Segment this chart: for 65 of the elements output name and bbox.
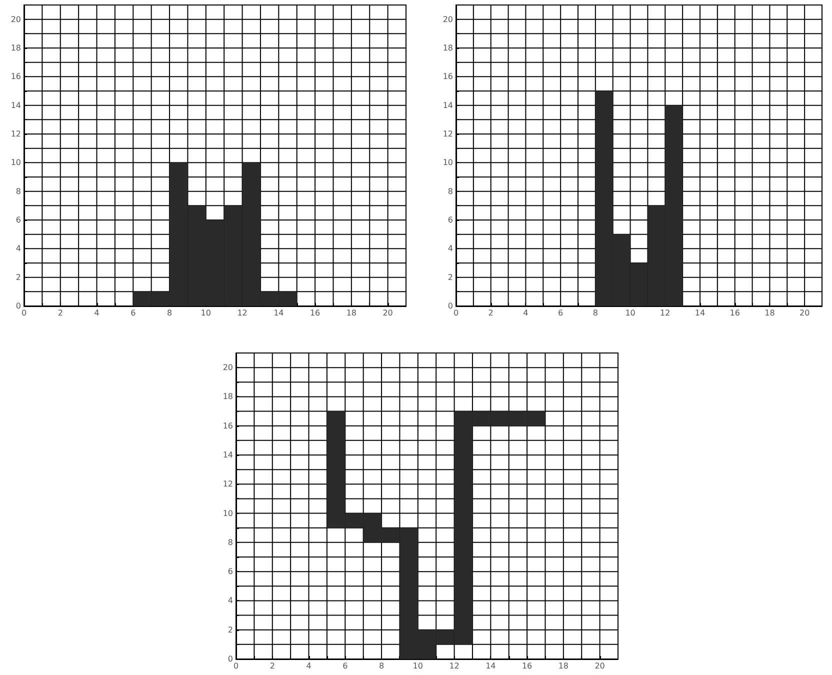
y-tick-label: 18 bbox=[10, 44, 21, 52]
y-tick-label: 0 bbox=[448, 302, 453, 310]
y-tick-label: 18 bbox=[222, 392, 233, 402]
x-tick-label: 4 bbox=[94, 308, 100, 318]
x-tick-label: 14 bbox=[274, 308, 284, 318]
y-tick-label: 20 bbox=[222, 363, 233, 372]
y-tick-label: 10 bbox=[442, 158, 453, 168]
x-tick-label: 20 bbox=[382, 308, 393, 318]
x-tick-label: 14 bbox=[486, 662, 496, 670]
y-tick-label: 20 bbox=[442, 14, 453, 24]
y-tick-label: 0 bbox=[16, 302, 21, 310]
y-tick-label: 18 bbox=[442, 44, 453, 52]
x-tick-label: 10 bbox=[625, 308, 636, 318]
y-tick-label: 8 bbox=[228, 538, 233, 547]
y-tick-label: 6 bbox=[16, 216, 21, 224]
x-tick-label: 4 bbox=[306, 662, 312, 670]
x-tick-label: 2 bbox=[270, 662, 275, 670]
y-tick-label: 14 bbox=[222, 450, 233, 460]
x-tick-label: 6 bbox=[342, 662, 348, 670]
y-tick-label: 14 bbox=[442, 100, 453, 110]
x-tick-label: 8 bbox=[378, 662, 384, 670]
y-tick-label: 6 bbox=[448, 216, 453, 224]
y-tick-label: 12 bbox=[10, 130, 21, 138]
y-tick-label: 8 bbox=[16, 186, 21, 196]
x-tick-label: 18 bbox=[558, 662, 569, 670]
y-tick-label: 2 bbox=[16, 272, 21, 282]
y-tick-label: 14 bbox=[10, 100, 21, 110]
x-tick-label: 16 bbox=[310, 308, 320, 318]
x-tick-label: 0 bbox=[453, 308, 459, 318]
x-tick-label: 18 bbox=[346, 308, 357, 318]
y-tick-label: 8 bbox=[448, 186, 453, 196]
x-tick-label: 2 bbox=[58, 308, 63, 318]
y-tick-label: 16 bbox=[222, 421, 233, 430]
y-tick-label: 2 bbox=[448, 272, 453, 282]
x-tick-label: 18 bbox=[764, 308, 775, 318]
x-tick-label: 0 bbox=[233, 662, 239, 670]
x-tick-label: 16 bbox=[730, 308, 740, 318]
y-tick-label: 0 bbox=[228, 654, 233, 664]
x-tick-label: 2 bbox=[488, 308, 494, 318]
y-tick-label: 10 bbox=[10, 158, 21, 168]
x-tick-label: 8 bbox=[166, 308, 172, 318]
x-tick-label: 6 bbox=[558, 308, 564, 318]
y-tick-label: 12 bbox=[222, 480, 233, 489]
x-tick-label: 12 bbox=[237, 308, 248, 318]
x-tick-label: 10 bbox=[200, 308, 211, 318]
y-tick-label: 4 bbox=[228, 596, 233, 606]
x-tick-label: 14 bbox=[694, 308, 706, 318]
x-tick-label: 20 bbox=[799, 308, 810, 318]
x-tick-label: 16 bbox=[522, 662, 532, 670]
x-tick-label: 0 bbox=[21, 308, 27, 318]
y-tick-label: 2 bbox=[228, 625, 233, 634]
y-tick-label: 4 bbox=[448, 244, 453, 254]
x-tick-label: 8 bbox=[592, 308, 598, 318]
y-tick-label: 6 bbox=[228, 567, 233, 576]
y-tick-label: 16 bbox=[442, 72, 453, 82]
y-tick-label: 12 bbox=[442, 130, 453, 138]
x-tick-label: 4 bbox=[523, 308, 528, 318]
y-tick-label: 20 bbox=[10, 14, 21, 24]
x-tick-label: 12 bbox=[660, 308, 670, 318]
x-tick-label: 10 bbox=[412, 662, 423, 670]
y-tick-label: 16 bbox=[10, 72, 21, 82]
x-tick-label: 6 bbox=[130, 308, 136, 318]
y-tick-label: 10 bbox=[222, 508, 233, 518]
x-tick-label: 20 bbox=[594, 662, 605, 670]
y-tick-label: 4 bbox=[16, 244, 21, 254]
